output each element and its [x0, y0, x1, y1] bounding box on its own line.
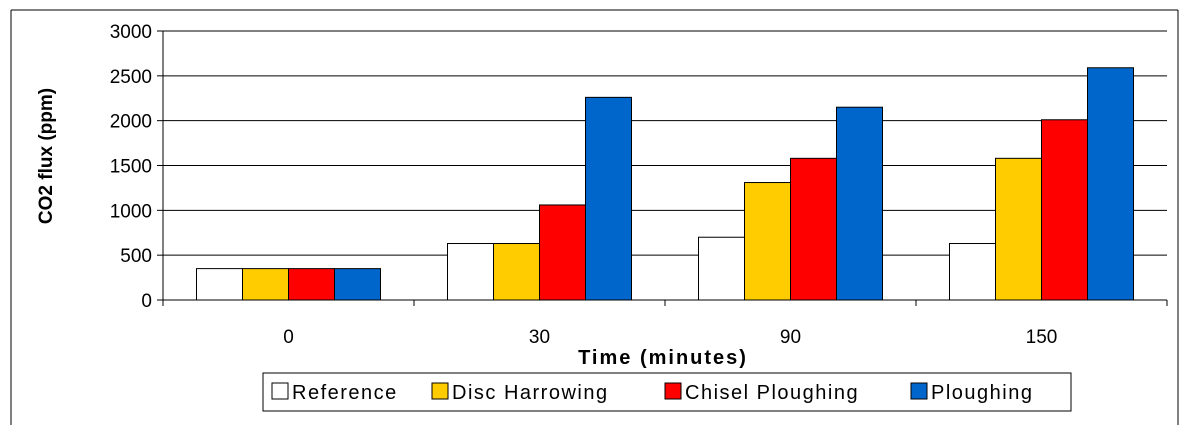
x-tick-label: 30 — [529, 327, 550, 348]
y-tick-labels: 0 500 1000 1500 2000 2500 3000 — [110, 22, 152, 312]
bar-chisel-ploughing-0 — [288, 268, 335, 301]
legend-label: Ploughing — [931, 382, 1033, 404]
y-axis-label: CO2 flux (ppm) — [36, 88, 57, 224]
axes — [157, 30, 1168, 306]
bar-ploughing-90 — [836, 106, 883, 301]
legend: Reference Disc Harrowing Chisel Ploughing P… — [262, 372, 1072, 412]
bar-chisel-ploughing-150 — [1041, 119, 1088, 301]
grid — [163, 30, 1167, 256]
legend-swatch — [910, 382, 928, 400]
bar-chisel-ploughing-90 — [790, 157, 837, 301]
legend-label: Disc Harrowing — [452, 382, 609, 404]
bar-ploughing-150 — [1087, 67, 1134, 301]
x-tick-labels: 0 30 90 150 — [283, 327, 1057, 348]
bar-reference-150 — [949, 243, 996, 301]
y-tick-label: 1500 — [110, 157, 152, 178]
bar-ploughing-30 — [585, 96, 632, 301]
bar-reference-90 — [698, 236, 745, 301]
y-tick-label: 3000 — [110, 22, 152, 43]
bar-chisel-ploughing-30 — [539, 204, 586, 301]
legend-label: Reference — [292, 382, 398, 404]
x-tick-label: 150 — [1026, 327, 1058, 348]
x-tick-label: 90 — [780, 327, 801, 348]
bars — [196, 67, 1134, 301]
bar-disc-harrowing-150 — [995, 157, 1042, 301]
x-axis-label: Time (minutes) — [578, 347, 748, 369]
bar-ploughing-0 — [334, 268, 381, 301]
x-tick-label: 0 — [283, 327, 294, 348]
bar-reference-30 — [447, 243, 494, 301]
y-tick-label: 500 — [120, 246, 152, 267]
y-tick-label: 0 — [141, 291, 152, 312]
bar-reference-0 — [196, 268, 243, 301]
y-tick-label: 1000 — [110, 201, 152, 222]
y-tick-label: 2500 — [110, 67, 152, 88]
legend-swatch — [664, 382, 682, 400]
bar-disc-harrowing-30 — [493, 243, 540, 301]
legend-label: Chisel Ploughing — [685, 382, 859, 404]
y-tick-label: 2000 — [110, 112, 152, 133]
legend-swatch — [271, 382, 289, 400]
bar-disc-harrowing-0 — [242, 268, 289, 301]
legend-swatch — [431, 382, 449, 400]
bar-disc-harrowing-90 — [744, 182, 791, 301]
